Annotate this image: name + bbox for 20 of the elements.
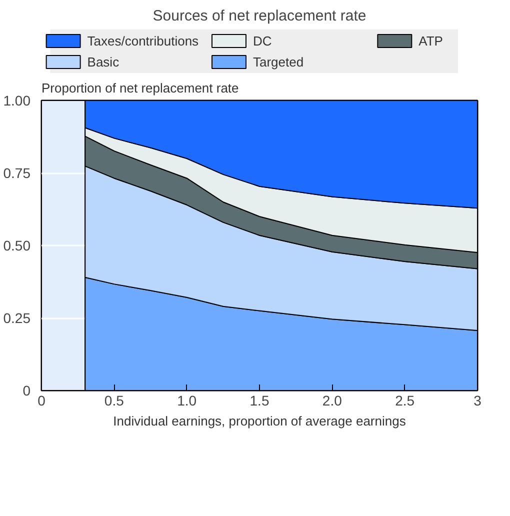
legend-label: Basic (87, 54, 120, 70)
y-axis-title: Proportion of net replacement rate (42, 80, 239, 96)
chart-title: Sources of net replacement rate (152, 8, 366, 24)
legend-label: Targeted (252, 54, 304, 70)
y-tick-label: 0.25 (3, 310, 31, 326)
legend-label: ATP (418, 33, 443, 48)
y-tick-label: 0.50 (3, 238, 31, 254)
x-tick-label: 3 (474, 392, 482, 408)
x-tick-label: 2.5 (395, 392, 415, 408)
x-axis-title: Individual earnings, proportion of average earnings (113, 414, 406, 428)
x-tick-label: 2.0 (322, 392, 342, 408)
y-tick-label: 1.00 (3, 92, 31, 108)
x-tick-label: 1.5 (250, 392, 270, 408)
x-tick-label: 0 (38, 392, 46, 408)
legend-label: DC (252, 33, 272, 48)
y-tick-label: 0.75 (3, 165, 31, 181)
x-tick-label: 0.5 (104, 392, 124, 408)
legend-label: Taxes/contributions (87, 33, 200, 48)
y-tick-label: 0 (22, 382, 31, 398)
x-tick-label: 1.0 (177, 392, 197, 408)
